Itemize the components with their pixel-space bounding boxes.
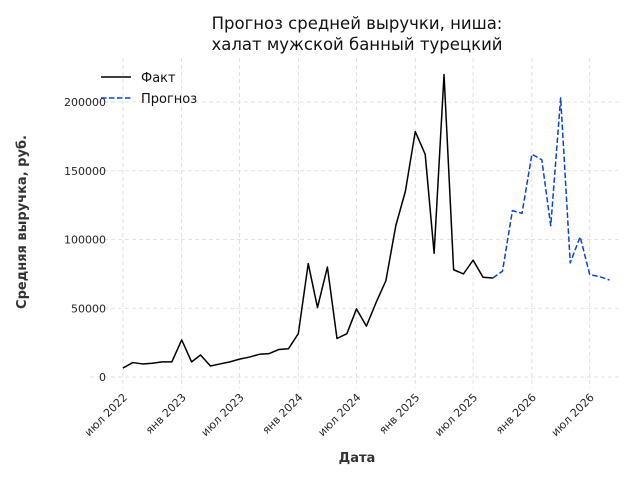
x-tick-label: янв 2025: [377, 391, 423, 437]
x-tick-label: янв 2023: [143, 391, 189, 437]
x-tick-label: июл 2024: [316, 391, 364, 439]
x-tick-label: янв 2026: [493, 391, 539, 437]
y-tick-label: 200000: [64, 96, 106, 109]
legend-label: Факт: [141, 71, 176, 86]
x-tick-label: июл 2026: [549, 391, 597, 439]
series-layer: [122, 73, 610, 369]
x-tick-label: июл 2023: [199, 391, 247, 439]
x-tick-label: янв 2024: [260, 391, 306, 437]
x-tick-label: июл 2022: [82, 391, 130, 439]
x-axis-label: Дата: [339, 451, 376, 466]
grid: [90, 58, 622, 388]
y-tick-label: 100000: [64, 234, 106, 247]
actual-series-line: [122, 73, 493, 369]
forecast-series-line: [492, 97, 610, 281]
y-tick-label: 0: [99, 371, 106, 384]
x-axis-ticks: июл 2022 янв 2023 июл 2023 янв 2024 июл 2024…: [82, 391, 597, 439]
x-tick-label: июл 2025: [432, 391, 480, 439]
chart-title-line-2: халат мужской банный турецкий: [211, 35, 502, 54]
y-axis-label: Средняя выручка, руб.: [15, 135, 30, 309]
y-tick-label: 50000: [71, 302, 106, 315]
legend: Факт Прогноз: [101, 71, 197, 107]
chart-title-line-1: Прогноз средней выручки, ниша:: [212, 14, 503, 33]
legend-label: Прогноз: [141, 92, 197, 107]
y-axis-ticks: 0 50000 100000 150000 200000: [64, 96, 106, 384]
y-tick-label: 150000: [64, 165, 106, 178]
